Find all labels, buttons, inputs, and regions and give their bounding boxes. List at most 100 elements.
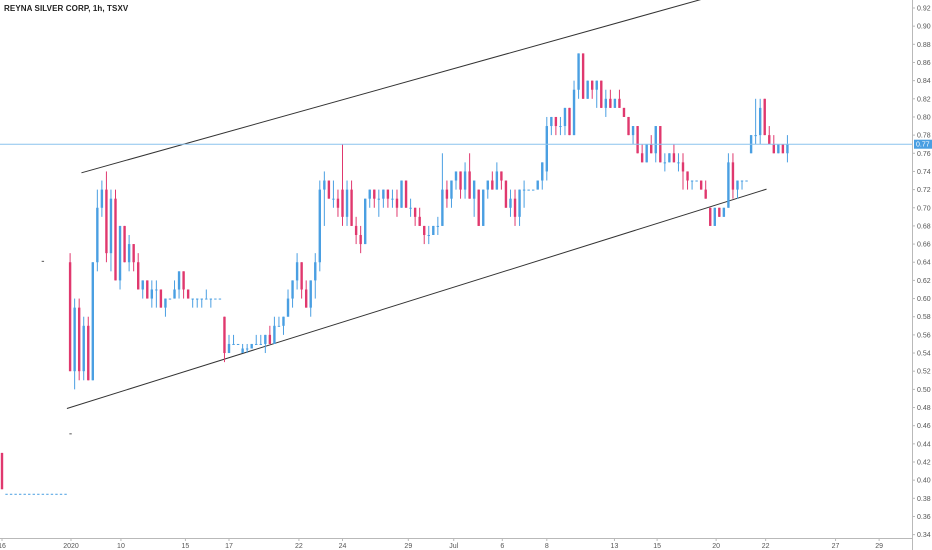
candle: [105, 171, 108, 263]
candle: [18, 493, 22, 495]
x-tick-label: 29: [404, 543, 412, 550]
candle-body: [46, 493, 49, 495]
candle-body: [763, 98, 766, 136]
candle-body: [137, 262, 140, 290]
candle: [568, 107, 571, 136]
candle: [218, 298, 222, 300]
candle: [314, 253, 317, 299]
x-axis[interactable]: 16 2020 10 15 17 22 24 29 Jul 6 8 13 15 20 22 27 29: [0, 538, 883, 550]
candle: [336, 189, 340, 217]
candle-body: [32, 493, 35, 495]
plot-background: [0, 0, 912, 538]
candle: [282, 316, 285, 335]
candle-body: [332, 198, 335, 200]
candle: [259, 334, 262, 345]
candle: [350, 180, 353, 226]
candle: [445, 180, 449, 208]
candle-body: [227, 343, 231, 354]
candle-body: [777, 144, 780, 154]
y-tick-label: 0.76: [917, 151, 931, 158]
candle: [359, 225, 362, 254]
candle-body: [413, 207, 417, 217]
candle: [150, 280, 154, 308]
candle: [345, 180, 349, 226]
candle-body: [572, 89, 576, 136]
y-tick-label: 0.90: [917, 24, 931, 31]
y-tick-label: 0.46: [917, 423, 931, 430]
candle: [300, 262, 303, 299]
candle-body: [214, 298, 217, 300]
candle: [318, 180, 321, 272]
candle: [32, 493, 35, 495]
y-tick-label: 0.92: [917, 6, 931, 13]
x-tick-label: 15: [182, 543, 190, 550]
candle-body: [463, 171, 467, 190]
candle: [645, 144, 648, 163]
candle-body: [472, 180, 476, 199]
candle-body: [754, 135, 757, 137]
candle-body: [268, 334, 272, 344]
candle: [559, 116, 562, 136]
candle: [640, 144, 644, 163]
candle-body: [650, 144, 653, 154]
candle-body: [87, 325, 90, 381]
price-mark: [69, 433, 72, 435]
candle-body: [672, 153, 676, 163]
candle: [241, 343, 244, 354]
candle-body: [173, 289, 176, 299]
candle-body: [727, 162, 730, 208]
candles: [0, 53, 789, 495]
y-axis[interactable]: 0.92 0.90 0.88 0.86 0.84 0.82 0.80 0.78 0.76 0.74…: [912, 6, 931, 540]
candle-body: [786, 144, 789, 154]
candle: [273, 316, 276, 344]
candle-body: [613, 98, 617, 108]
candle: [87, 316, 90, 381]
candle-body: [50, 493, 54, 495]
candle: [114, 189, 117, 281]
candle: [618, 89, 621, 108]
candle-body: [758, 107, 762, 136]
candle: [127, 235, 131, 272]
candle: [491, 171, 494, 190]
candle: [690, 180, 694, 190]
y-tick-label: 0.66: [917, 242, 931, 249]
candle-body: [604, 98, 608, 108]
candle-body: [196, 298, 199, 300]
candle-body: [699, 180, 703, 190]
candle: [545, 116, 548, 181]
candle-body: [740, 180, 744, 182]
candle: [137, 253, 140, 290]
candle: [718, 207, 721, 217]
candle: [740, 180, 744, 190]
candle-body: [482, 189, 485, 226]
candle-body: [132, 244, 135, 263]
candle-body: [745, 180, 748, 182]
candle: [209, 298, 213, 308]
candle: [768, 126, 771, 145]
candle: [332, 180, 335, 208]
candle: [754, 98, 757, 145]
candle: [373, 189, 376, 208]
candle-body: [100, 189, 104, 208]
candle: [663, 153, 667, 172]
candle: [77, 298, 81, 381]
candle: [531, 189, 535, 191]
candle-body: [454, 171, 458, 181]
candle: [423, 225, 426, 245]
candle-body: [200, 298, 203, 300]
candle: [177, 271, 181, 299]
candle-body: [391, 198, 394, 200]
candle: [695, 180, 698, 182]
candle: [686, 171, 689, 190]
candle: [563, 107, 567, 136]
candle-body: [168, 298, 172, 300]
candle-body: [164, 298, 167, 308]
x-tick-label: 29: [875, 543, 883, 550]
candle-body: [663, 162, 667, 164]
candle: [309, 280, 312, 317]
candle: [14, 493, 17, 495]
candle: [736, 180, 739, 199]
trendline-lower[interactable]: [66, 188, 767, 409]
candle: [745, 180, 748, 182]
